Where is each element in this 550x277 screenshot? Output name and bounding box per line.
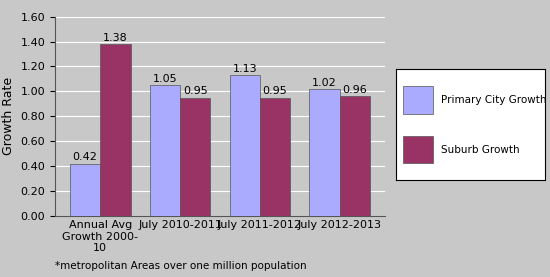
Bar bbox=[229, 75, 260, 216]
Text: 0.96: 0.96 bbox=[343, 85, 367, 95]
Bar bbox=[340, 96, 370, 216]
Bar bbox=[260, 98, 290, 216]
Text: 1.38: 1.38 bbox=[103, 33, 128, 43]
Text: 0.95: 0.95 bbox=[263, 86, 288, 96]
Text: Primary City Growth: Primary City Growth bbox=[441, 95, 546, 105]
Bar bbox=[70, 164, 100, 216]
Text: Suburb Growth: Suburb Growth bbox=[441, 145, 519, 155]
Text: 1.02: 1.02 bbox=[312, 78, 337, 88]
Bar bbox=[309, 89, 340, 216]
Text: 0.95: 0.95 bbox=[183, 86, 208, 96]
FancyBboxPatch shape bbox=[404, 136, 433, 163]
Text: 1.13: 1.13 bbox=[233, 64, 257, 74]
Text: *metropolitan Areas over one million population: *metropolitan Areas over one million pop… bbox=[55, 261, 307, 271]
Bar bbox=[100, 44, 131, 216]
Y-axis label: Growth Rate: Growth Rate bbox=[2, 77, 15, 155]
Text: 1.05: 1.05 bbox=[153, 74, 177, 84]
FancyBboxPatch shape bbox=[404, 86, 433, 114]
Bar bbox=[150, 85, 180, 216]
Bar bbox=[180, 98, 211, 216]
Text: 0.42: 0.42 bbox=[73, 152, 97, 162]
